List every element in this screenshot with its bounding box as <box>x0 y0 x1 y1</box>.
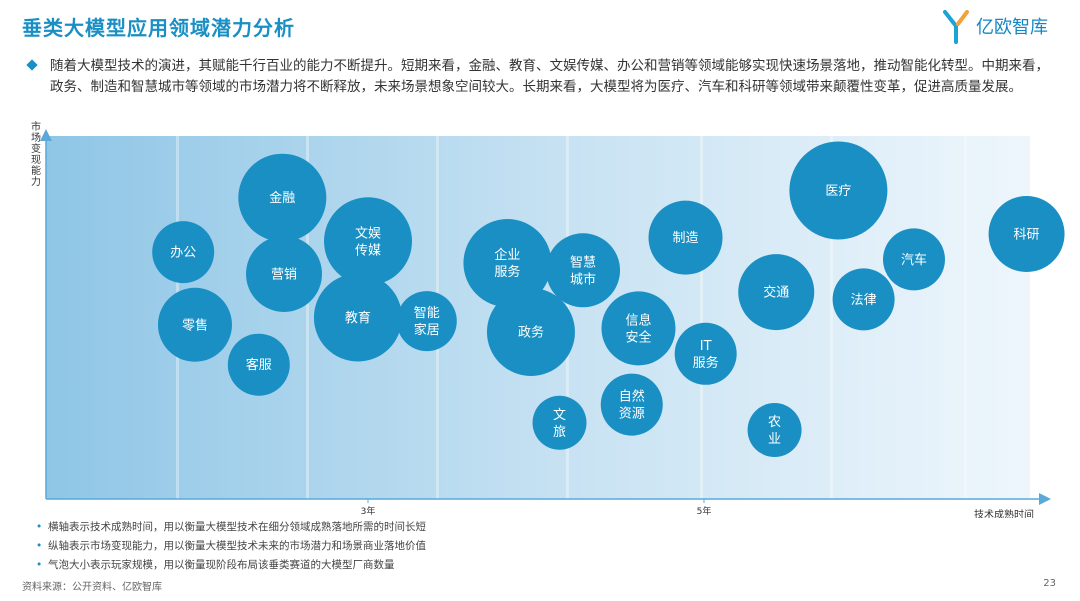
bubble-label: IT 服务 <box>693 339 719 371</box>
bubble-circle <box>532 395 587 450</box>
bubble: 智慧城市 <box>546 233 621 308</box>
chart-band-divider <box>830 136 833 499</box>
bullet-diamond-icon <box>26 59 38 71</box>
bubble: 营销 <box>246 235 322 312</box>
bubble-circle <box>486 288 575 377</box>
bubble: 医疗 <box>789 141 888 240</box>
bubble: 科研 <box>988 196 1065 273</box>
page-number: 23 <box>1043 578 1056 589</box>
bubble-label: 办公 <box>170 246 196 261</box>
bubble: 农业 <box>747 403 802 458</box>
bubble-circle <box>238 153 327 242</box>
bubble: 办公 <box>152 221 215 284</box>
bubble-label: 农业 <box>768 415 781 447</box>
bubble-circle <box>227 333 290 396</box>
x-axis-label: 技术成熟时间 <box>974 508 1034 518</box>
bubble: 自然资源 <box>600 373 663 436</box>
bubble-label: 医疗 <box>825 184 851 199</box>
bubble-label: 教育 <box>345 310 371 326</box>
bubble-circle <box>832 268 895 331</box>
bubble: 政务 <box>486 288 575 377</box>
bubble: 零售 <box>157 287 232 362</box>
bubble-circle <box>738 254 815 331</box>
notes-list: 横轴表示技术成熟时间，用以衡量大模型技术在细分领域成熟落地所需的时间长短 纵轴表… <box>36 518 426 575</box>
bubble-circle <box>883 228 945 291</box>
bubble-circle <box>324 197 412 286</box>
bubble-label: 信息安全 <box>625 312 651 345</box>
bubble-circle <box>601 291 676 366</box>
bubble-label: 汽车 <box>901 252 927 268</box>
bubble-circle <box>988 196 1065 273</box>
x-ticks: 3年 5年 <box>361 499 712 517</box>
chart-band-divider <box>700 136 703 499</box>
bubble: 法律 <box>832 268 895 331</box>
note-item: 横轴表示技术成熟时间，用以衡量大模型技术在细分领域成熟落地所需的时间长短 <box>36 518 426 537</box>
chart-band-divider <box>306 136 309 499</box>
bubble-label: 企业服务 <box>494 247 520 280</box>
bubble-label: 客服 <box>246 357 272 373</box>
bubble-circle <box>747 403 802 458</box>
logo-icon <box>943 10 969 44</box>
bubble-label: 自然资源 <box>619 389 645 422</box>
note-item: 纵轴表示市场变现能力，用以衡量大模型技术未来的市场潜力和场景商业落地价值 <box>36 537 426 556</box>
bubble-label: 法律 <box>851 293 877 308</box>
bubble: 金融 <box>238 153 327 242</box>
x-tick-label: 5年 <box>697 505 712 517</box>
source-note: 资料来源：公开资料、亿欧智库 <box>22 582 162 593</box>
bubble: 汽车 <box>883 228 945 291</box>
bubble-circle <box>157 287 232 362</box>
bubble: 文旅 <box>532 395 587 450</box>
chart-band-divider <box>964 136 967 499</box>
note-item: 气泡大小表示玩家规模，用以衡量现阶段布局该垂类赛道的大模型厂商数量 <box>36 556 426 575</box>
logo: 亿欧智库 <box>942 8 1062 44</box>
bubble: 文娱传媒 <box>324 197 412 286</box>
bubble-label: 营销 <box>271 267 297 282</box>
bubble-circle <box>313 273 402 362</box>
bubble-label: 智慧城市 <box>570 254 596 287</box>
bubble: 教育 <box>313 273 402 362</box>
bubble: 智能家居 <box>396 291 457 352</box>
bubble-label: 金融 <box>269 190 295 206</box>
bubble: 客服 <box>227 333 290 396</box>
bubble-circle <box>546 233 621 308</box>
bubble-circle <box>600 373 663 436</box>
bubble: 交通 <box>738 254 815 331</box>
y-axis-label: 市场变现能力 <box>31 120 41 188</box>
intro-paragraph: 随着大模型技术的演进，其赋能千行百业的能力不断提升。短期来看，金融、教育、文娱传… <box>26 56 1058 98</box>
x-tick-label: 3年 <box>361 505 376 517</box>
bubble-label: 零售 <box>182 317 208 333</box>
bubble-label: 文娱传媒 <box>355 226 381 258</box>
bubble-circle <box>152 221 215 284</box>
bubble-circle <box>246 235 322 312</box>
bubble-circle <box>648 200 723 275</box>
bubble-label: 制造 <box>673 231 699 246</box>
bubble-label: 政务 <box>518 325 544 341</box>
bubble-label: 科研 <box>1014 228 1040 243</box>
intro-text: 随着大模型技术的演进，其赋能千行百业的能力不断提升。短期来看，金融、教育、文娱传… <box>50 58 1049 95</box>
bubble: 制造 <box>648 200 723 275</box>
bubble-label: 智能家居 <box>414 306 440 338</box>
bubble: 信息安全 <box>601 291 676 366</box>
logo-text: 亿欧智库 <box>976 17 1048 38</box>
bubble-circle <box>463 219 552 308</box>
y-axis-label-text: 市场变现能力 <box>31 120 41 188</box>
bubble-circle <box>789 141 888 240</box>
bubble: IT 服务 <box>674 322 737 385</box>
bubble-label: 文旅 <box>553 408 566 440</box>
bubble-label: 交通 <box>763 285 789 301</box>
bubble: 企业服务 <box>463 219 552 308</box>
page-title: 垂类大模型应用领域潜力分析 <box>22 16 295 40</box>
bubble-circle <box>396 291 457 352</box>
bubble-circle <box>674 322 737 385</box>
